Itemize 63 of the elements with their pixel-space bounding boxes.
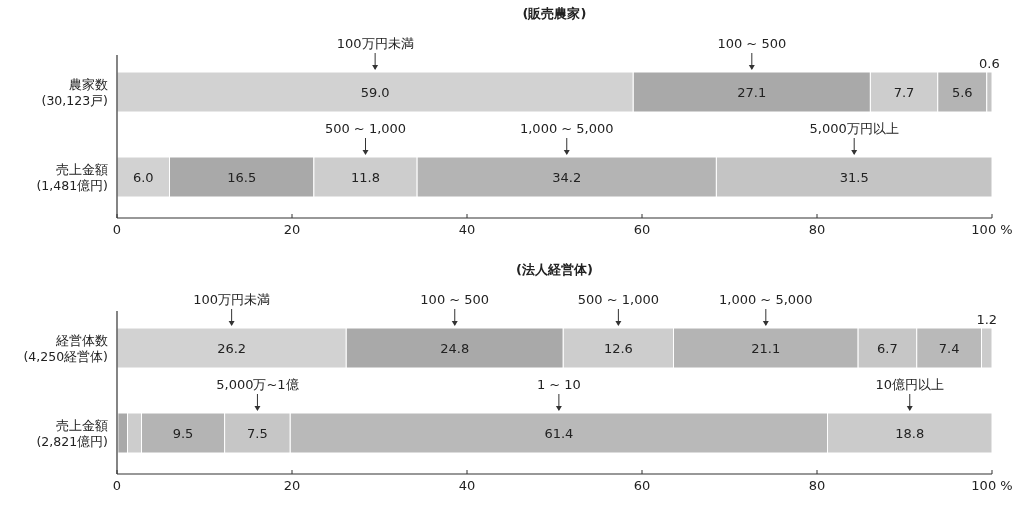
series-label: 1 ~ 10 — [536, 377, 581, 392]
data-label: 26.2 — [217, 341, 247, 356]
annotation: 10億円以上 — [875, 377, 944, 411]
data-label: 11.8 — [351, 170, 380, 185]
data-label: 61.4 — [544, 426, 574, 441]
annotation: 1 ~ 10 — [536, 377, 581, 411]
annotation: 5,000万~1億 — [216, 377, 299, 411]
annotation: 1,000 ~ 5,000 — [519, 121, 614, 155]
series-label: 100万円未満 — [193, 292, 271, 307]
annotation: 100万円未満 — [336, 36, 414, 70]
series-label: 100万円未満 — [336, 36, 414, 51]
x-tick-label: 60 — [633, 478, 651, 493]
chart-title: (法人経営体) — [516, 262, 593, 277]
x-tick-label: 80 — [808, 222, 826, 237]
data-label: 12.6 — [603, 341, 633, 356]
annotation: 100万円未満 — [193, 292, 271, 326]
data-label: 24.8 — [440, 341, 470, 356]
data-label: 18.8 — [895, 426, 925, 441]
series-label: 500 ~ 1,000 — [324, 121, 407, 136]
y-tick-label: 売上金額 (2,821億円) — [36, 418, 108, 449]
data-label: 21.1 — [751, 341, 781, 356]
annotation: 5,000万円以上 — [809, 121, 899, 155]
y-tick-label: 農家数 (30,123戸) — [41, 77, 108, 108]
x-tick-label: 100 % — [971, 478, 1013, 493]
y-tick-label: 売上金額 (1,481億円) — [36, 162, 108, 193]
data-label: 7.4 — [938, 341, 960, 356]
data-label: 7.7 — [893, 85, 915, 100]
series-label: 100 ~ 500 — [420, 292, 490, 307]
series-label: 5,000万円以上 — [809, 121, 899, 136]
data-label: 27.1 — [737, 85, 767, 100]
annotation: 100 ~ 500 — [717, 36, 787, 70]
annotation: 1,000 ~ 5,000 — [719, 292, 813, 326]
annotation: 100 ~ 500 — [420, 292, 490, 326]
series-label: 1,000 ~ 5,000 — [719, 292, 813, 307]
x-tick-label: 80 — [808, 478, 826, 493]
annotation: 500 ~ 1,000 — [324, 121, 407, 155]
data-label: 1.2 — [976, 312, 998, 327]
series-label: 5,000万~1億 — [216, 377, 299, 392]
data-label: 7.5 — [247, 426, 268, 441]
chart-title: (販売農家) — [522, 6, 587, 21]
data-label: 16.5 — [227, 170, 257, 185]
series-label: 500 ~ 1,000 — [577, 292, 659, 307]
x-tick-label: 0 — [112, 222, 122, 237]
data-label: 0.6 — [979, 56, 1000, 71]
x-tick-label: 60 — [633, 222, 651, 237]
series-label: 100 ~ 500 — [717, 36, 787, 51]
data-label: 59.0 — [360, 85, 390, 100]
series-label: 1,000 ~ 5,000 — [519, 121, 614, 136]
data-label: 34.2 — [552, 170, 582, 185]
data-label: 6.7 — [877, 341, 898, 356]
data-label: 31.5 — [839, 170, 869, 185]
annotation: 500 ~ 1,000 — [577, 292, 659, 326]
data-label: 5.6 — [951, 85, 973, 100]
x-tick-label: 20 — [283, 222, 301, 237]
x-tick-label: 40 — [458, 222, 476, 237]
data-label: 6.0 — [132, 170, 154, 185]
y-tick-label: 経営体数 (4,250経営体) — [23, 333, 108, 364]
x-tick-label: 100 % — [971, 222, 1013, 237]
x-tick-label: 0 — [112, 478, 122, 493]
x-tick-label: 40 — [458, 478, 476, 493]
data-label: 9.5 — [172, 426, 194, 441]
x-tick-label: 20 — [283, 478, 301, 493]
series-label: 10億円以上 — [875, 377, 945, 392]
